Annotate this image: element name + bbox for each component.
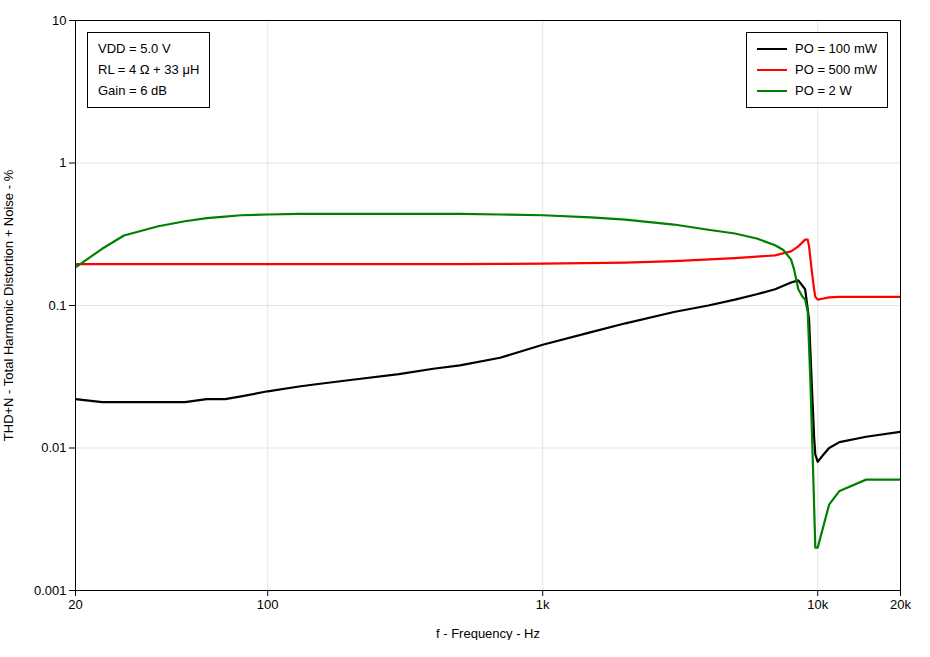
html-text:VDD = 5.0 V: VDD = 5.0 V [98,41,171,56]
svg-text:1k: 1k [536,597,550,612]
svg-text:1: 1 [59,155,66,170]
html-text:PO = 2 W: PO = 2 W [795,82,852,98]
svg-text:20: 20 [68,597,82,612]
svg-text:100: 100 [257,597,279,612]
svg-text:10: 10 [52,13,66,28]
svg-text:0.001: 0.001 [34,583,67,598]
svg-text:20k: 20k [890,597,911,612]
html-text:RL = 4 Ω + 33 μH: RL = 4 Ω + 33 μH [98,61,200,77]
svg-text:10k: 10k [807,597,828,612]
html-text:PO = 100 mW: PO = 100 mW [795,41,877,56]
svg-text:THD+N - Total Harmonic Distort: THD+N - Total Harmonic Distortion + Nois… [1,169,16,441]
html-text:Gain = 6 dB: Gain = 6 dB [98,82,167,98]
svg-text:0.1: 0.1 [48,298,66,313]
html-text:PO = 500 mW: PO = 500 mW [795,61,877,77]
svg-text:f - Frequency - Hz: f - Frequency - Hz [436,626,540,641]
svg-text:0.01: 0.01 [41,440,66,455]
